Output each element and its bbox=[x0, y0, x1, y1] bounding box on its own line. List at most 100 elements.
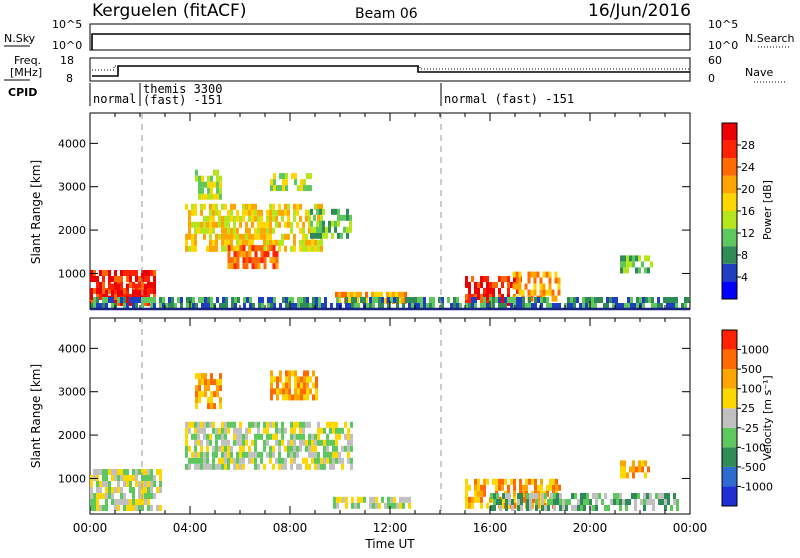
echo-cell bbox=[248, 451, 251, 458]
echo-cell bbox=[634, 499, 637, 505]
echo-cell bbox=[222, 303, 225, 309]
echo-cell bbox=[135, 297, 138, 303]
echo-cell bbox=[93, 288, 96, 294]
echo-cell bbox=[230, 257, 234, 264]
power-x-ticks bbox=[89, 113, 691, 309]
echo-cell bbox=[432, 297, 435, 303]
freq-tick-top: 18 bbox=[60, 54, 74, 67]
echo-cell bbox=[303, 297, 306, 303]
echo-cell bbox=[227, 251, 231, 258]
echo-cell bbox=[429, 303, 432, 309]
echo-cell bbox=[471, 276, 474, 282]
echo-cell bbox=[207, 187, 210, 194]
echo-cell bbox=[209, 433, 212, 440]
echo-cell bbox=[204, 181, 207, 188]
echo-cell bbox=[123, 505, 126, 511]
echo-cell bbox=[129, 297, 132, 303]
echo-cell bbox=[408, 502, 411, 509]
echo-cell bbox=[201, 187, 204, 194]
echo-cell bbox=[299, 433, 302, 440]
echo-cell bbox=[378, 297, 381, 303]
echo-cell bbox=[224, 215, 227, 222]
echo-cell bbox=[120, 276, 123, 282]
echo-cell bbox=[254, 445, 257, 452]
echo-cell bbox=[257, 433, 260, 440]
echo-cell bbox=[96, 505, 99, 511]
echo-cell bbox=[338, 427, 341, 434]
echo-cell bbox=[507, 276, 510, 282]
echo-cell bbox=[96, 288, 99, 294]
echo-cell bbox=[144, 283, 147, 290]
echo-cell bbox=[511, 505, 514, 511]
echo-cell bbox=[206, 215, 209, 222]
echo-cell bbox=[390, 502, 393, 509]
echo-cell bbox=[635, 255, 638, 262]
echo-cell bbox=[269, 215, 272, 222]
echo-cell bbox=[233, 227, 236, 234]
echo-cell bbox=[221, 451, 224, 458]
echo-cell bbox=[308, 227, 311, 234]
echo-cell bbox=[185, 233, 188, 240]
echo-cell bbox=[273, 185, 276, 192]
echo-cell bbox=[384, 502, 387, 509]
echo-cell bbox=[316, 220, 319, 227]
echo-cell bbox=[275, 215, 278, 222]
echo-cell bbox=[138, 276, 141, 282]
echo-cell bbox=[281, 427, 284, 434]
echo-cell bbox=[363, 297, 366, 303]
echo-cell bbox=[263, 245, 266, 252]
echo-cell bbox=[595, 499, 598, 505]
echo-cell bbox=[347, 297, 350, 304]
echo-cell bbox=[266, 209, 269, 216]
colorbar-cell bbox=[722, 349, 737, 370]
echo-cell bbox=[326, 445, 329, 452]
echo-cell bbox=[637, 493, 640, 499]
echo-cell bbox=[624, 303, 627, 309]
echo-cell bbox=[673, 499, 676, 505]
echo-cell bbox=[483, 484, 486, 491]
echo-cell bbox=[96, 276, 99, 282]
echo-cell bbox=[296, 463, 299, 470]
echo-cell bbox=[320, 427, 323, 434]
echo-cell bbox=[150, 469, 153, 475]
echo-cell bbox=[147, 282, 150, 288]
echo-cell bbox=[522, 303, 525, 309]
echo-cell bbox=[284, 463, 287, 470]
echo-cell bbox=[293, 457, 296, 464]
echo-cell bbox=[135, 499, 138, 505]
echo-cell bbox=[316, 208, 319, 215]
echo-cell bbox=[227, 215, 230, 222]
echo-cell bbox=[495, 484, 498, 491]
echo-cell bbox=[335, 445, 338, 452]
echo-cell bbox=[192, 303, 195, 309]
echo-cell bbox=[212, 209, 215, 216]
echo-cell bbox=[150, 487, 153, 493]
echo-cell bbox=[654, 303, 657, 309]
colorbar-tick-label: -100 bbox=[741, 441, 766, 454]
echo-cell bbox=[408, 303, 411, 309]
echo-cell bbox=[272, 263, 276, 270]
echo-cell bbox=[99, 493, 102, 499]
echo-cell bbox=[375, 297, 378, 303]
echo-cell bbox=[306, 185, 309, 192]
echo-cell bbox=[90, 499, 93, 505]
echo-cell bbox=[619, 499, 622, 505]
echo-cell bbox=[278, 463, 281, 470]
echo-cell bbox=[273, 179, 276, 186]
echo-cell bbox=[99, 481, 102, 487]
echo-cell bbox=[314, 439, 317, 446]
echo-cell bbox=[337, 220, 340, 227]
echo-cell bbox=[273, 376, 276, 383]
echo-cell bbox=[279, 303, 282, 309]
echo-cell bbox=[230, 215, 233, 222]
echo-cell bbox=[507, 484, 510, 491]
colorbar-cell bbox=[722, 228, 737, 247]
echo-cell bbox=[117, 276, 120, 282]
echo-cell bbox=[191, 239, 194, 246]
echo-cell bbox=[194, 239, 197, 246]
echo-cell bbox=[227, 463, 230, 470]
echo-cell bbox=[114, 276, 117, 282]
echo-cell bbox=[275, 427, 278, 434]
echo-cell bbox=[269, 227, 272, 234]
